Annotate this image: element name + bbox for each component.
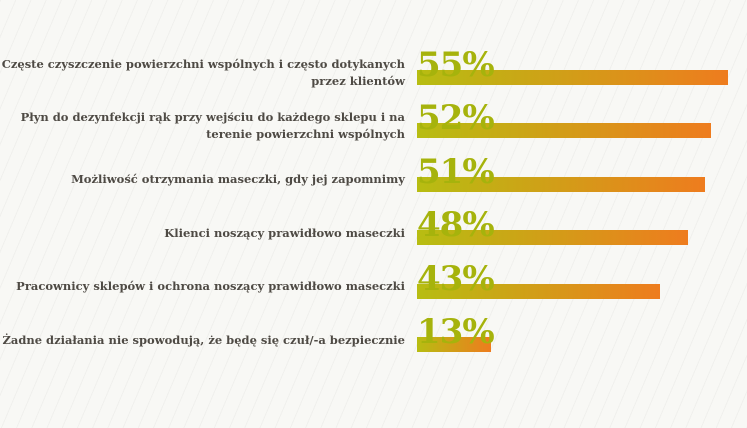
value-label: 52% — [417, 98, 495, 138]
category-label: Żadne działania nie spowodują, że będę s… — [2, 332, 405, 347]
bar-area: 13% — [405, 308, 747, 362]
value-label: 48% — [417, 205, 495, 245]
value-label: 55% — [417, 44, 495, 85]
bar — [417, 283, 660, 299]
value-label: 13% — [417, 312, 495, 352]
chart-row: Pracownicy sklepów i ochrona noszący pra… — [0, 254, 747, 308]
value-label: 51% — [417, 151, 495, 192]
chart-row: Klienci noszący prawidłowo maseczki 48% — [0, 201, 747, 255]
value-label: 43% — [417, 258, 495, 299]
bar — [417, 230, 688, 245]
chart-row: Możliwość otrzymania maseczki, gdy jej z… — [0, 147, 747, 201]
bar-chart: Częste czyszczenie powierzchni wspólnych… — [0, 40, 747, 361]
category-label: Pracownicy sklepów i ochrona noszący pra… — [16, 279, 405, 294]
bar-area: 51% — [405, 147, 747, 201]
bar — [417, 337, 491, 352]
bar — [417, 176, 705, 192]
category-label: Częste czyszczenie powierzchni wspólnych… — [1, 56, 405, 88]
bar-area: 52% — [405, 94, 747, 148]
bar — [417, 69, 728, 85]
category-label: Możliwość otrzymania maseczki, gdy jej z… — [71, 172, 405, 187]
chart-row: Płyn do dezynfekcji rąk przy wejściu do … — [0, 94, 747, 148]
bar-area: 43% — [405, 254, 747, 308]
bar-area: 48% — [405, 201, 747, 255]
chart-row: Żadne działania nie spowodują, że będę s… — [0, 308, 747, 362]
bar — [417, 123, 711, 138]
bar-area: 55% — [405, 40, 747, 94]
chart-row: Częste czyszczenie powierzchni wspólnych… — [0, 40, 747, 94]
category-label: Klienci noszący prawidłowo maseczki — [164, 225, 405, 240]
category-label: Płyn do dezynfekcji rąk przy wejściu do … — [20, 110, 405, 142]
